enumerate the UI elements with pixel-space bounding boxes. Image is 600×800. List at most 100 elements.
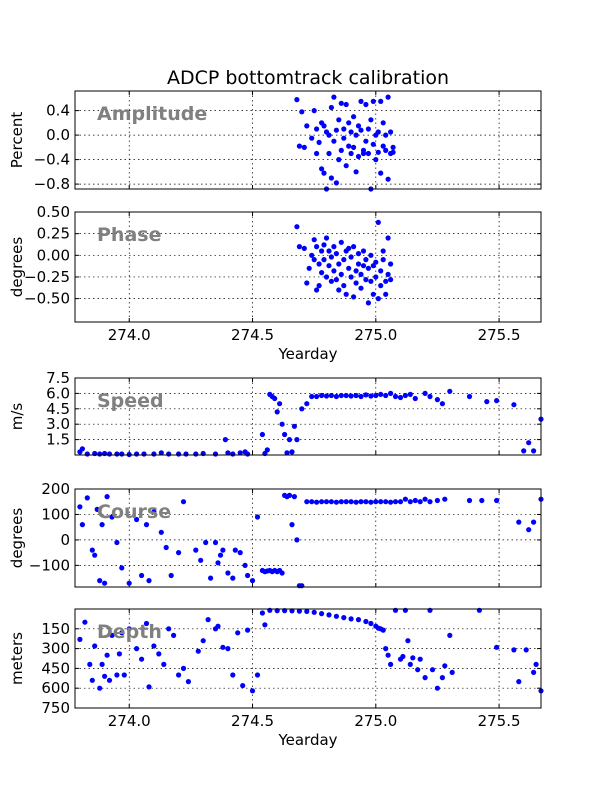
course-point [139, 572, 145, 579]
depth-point [109, 632, 115, 639]
course-frame [74, 488, 542, 588]
phase-point [304, 280, 310, 286]
depth-xtick-label: 275.0 [354, 712, 397, 730]
amplitude-point [365, 150, 371, 157]
depth-point [417, 656, 423, 662]
phase-point [306, 265, 312, 271]
speed-point [333, 393, 339, 400]
depth-label: Depth [97, 621, 162, 643]
depth-point [151, 643, 157, 649]
depth-point [156, 651, 162, 657]
course-ytick-label: −100 [29, 556, 70, 574]
phase-point [326, 263, 332, 269]
amplitude-point [373, 157, 379, 163]
course-point [417, 499, 423, 505]
phase-ytick-label: 0.50 [37, 203, 70, 221]
course-point [134, 516, 140, 523]
speed-point [353, 392, 359, 399]
speed-point [225, 450, 231, 456]
amplitude-point [378, 98, 384, 104]
depth-point [225, 646, 231, 652]
phase-point [309, 252, 315, 258]
depth-point [415, 667, 421, 673]
phase-point [333, 251, 339, 257]
phase-point [378, 268, 384, 274]
speed-point [368, 393, 374, 399]
amplitude-point [333, 127, 339, 133]
amplitude-point [321, 170, 327, 176]
phase-ytick-label: −0.25 [24, 268, 70, 286]
amplitude-point [304, 123, 310, 129]
speed-point [212, 451, 219, 457]
depth-ylabel: meters [8, 632, 26, 685]
depth-xtick-label: 275.5 [478, 712, 521, 730]
depth-point [254, 672, 261, 678]
phase-point [388, 261, 394, 267]
amplitude-point [390, 149, 396, 155]
amplitude-point [358, 98, 364, 104]
phase-point [363, 257, 369, 263]
course-point [198, 557, 204, 563]
depth-point [311, 609, 317, 615]
course-point [119, 565, 125, 571]
speed-point [291, 423, 297, 429]
amplitude-ylabel: Percent [8, 112, 26, 169]
amplitude-point [353, 132, 359, 138]
depth-point [427, 607, 433, 613]
course-point [208, 575, 214, 581]
amplitude-point [385, 176, 391, 182]
phase-point [326, 248, 332, 254]
phase-point [338, 239, 344, 245]
amplitude-point [319, 166, 325, 172]
speed-point [151, 451, 157, 457]
speed-point [134, 451, 140, 457]
course-point [79, 522, 85, 528]
course-point [225, 570, 231, 576]
speed-point [289, 449, 295, 455]
speed-point [158, 450, 164, 456]
depth-point [92, 643, 98, 649]
course-point [358, 499, 364, 505]
course-point [217, 552, 224, 558]
amplitude-ytick-label: −0.8 [34, 175, 70, 193]
phase-point [333, 277, 339, 283]
course-point [249, 578, 256, 584]
depth-point [363, 618, 369, 625]
phase-xtick-label: 274.0 [108, 326, 151, 344]
phase-point [316, 283, 322, 289]
depth-point [368, 620, 374, 627]
amplitude-point [348, 150, 354, 157]
course-point [299, 583, 305, 589]
depth-frame [74, 608, 542, 709]
speed-point [526, 440, 532, 446]
course-label: Course [97, 501, 171, 523]
course-panel: 200 100 0 −100 Course degrees [8, 480, 544, 589]
amplitude-point [375, 129, 381, 135]
phase-point [331, 244, 337, 250]
course-point [434, 497, 440, 504]
course-point [109, 514, 115, 520]
amplitude-point [378, 170, 384, 176]
depth-point [176, 672, 182, 678]
phase-point [321, 257, 327, 263]
phase-point [358, 271, 364, 277]
amplitude-point [321, 123, 327, 129]
speed-point [264, 447, 270, 453]
amplitude-label: Amplitude [97, 103, 207, 125]
course-point [242, 562, 248, 569]
phase-ytick-label: 0.00 [37, 246, 70, 264]
depth-ytick-label: 750 [41, 699, 70, 717]
course-point [442, 496, 448, 502]
course-point [146, 578, 152, 584]
speed-point [284, 450, 290, 456]
amplitude-point [380, 120, 386, 126]
depth-point [383, 646, 389, 652]
speed-point [521, 448, 527, 454]
depth-point [240, 683, 246, 689]
phase-point [323, 235, 330, 241]
course-point [378, 499, 384, 505]
phase-point [365, 300, 371, 306]
depth-point [220, 644, 226, 650]
depth-point [185, 679, 191, 685]
